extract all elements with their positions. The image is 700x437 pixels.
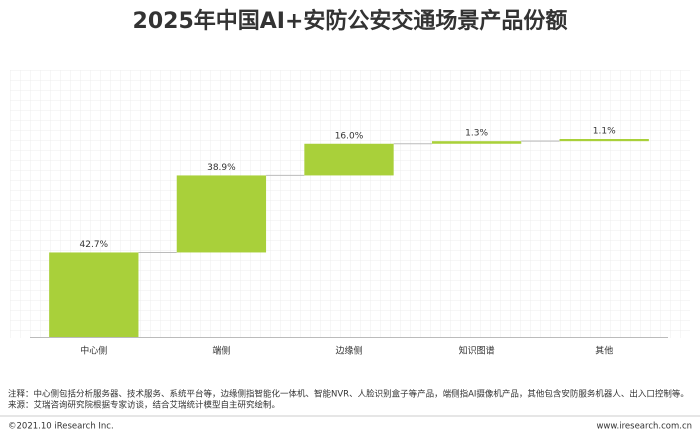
bar bbox=[431, 141, 522, 144]
source: 来源：艾瑞咨询研究院根据专家访谈，结合艾瑞统计模型自主研究绘制。 bbox=[8, 400, 280, 411]
website: www.iresearch.com.cn bbox=[596, 422, 692, 432]
data-label: 16.0% bbox=[335, 131, 364, 141]
x-tick-label: 知识图谱 bbox=[459, 345, 495, 357]
x-tick-label: 中心侧 bbox=[80, 345, 107, 357]
bar bbox=[49, 252, 139, 337]
data-label: 38.9% bbox=[207, 163, 236, 173]
data-label: 1.1% bbox=[593, 127, 616, 137]
bar bbox=[559, 139, 649, 142]
x-tick-label: 端侧 bbox=[212, 345, 230, 357]
bar bbox=[304, 143, 394, 176]
x-tick-label: 边缘侧 bbox=[335, 345, 362, 357]
data-label: 42.7% bbox=[80, 240, 109, 250]
copyright: ©2021.10 iResearch Inc. bbox=[8, 422, 114, 432]
data-label: 1.3% bbox=[465, 129, 488, 139]
note: 注释：中心侧包括分析服务器、技术服务、系统平台等，边缘侧指智能化一体机、智能NV… bbox=[8, 389, 689, 400]
bar bbox=[176, 175, 267, 253]
x-tick-label: 其他 bbox=[595, 345, 613, 357]
chart-title: 2025年中国AI+安防公安交通场景产品份额 bbox=[133, 8, 568, 34]
